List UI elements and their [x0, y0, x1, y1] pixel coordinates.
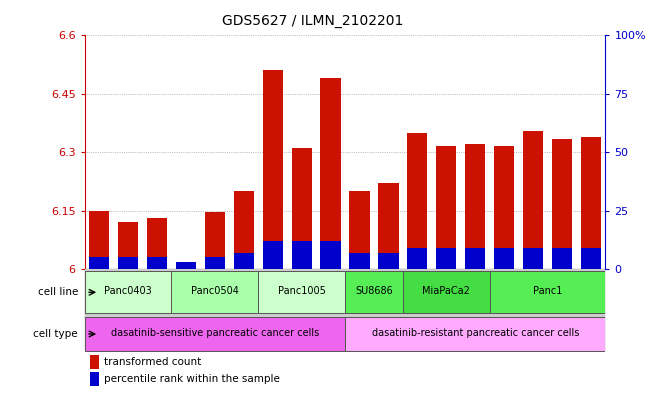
Bar: [234, 253, 254, 269]
Bar: [350, 253, 370, 269]
Bar: [577, 269, 605, 351]
Bar: [494, 146, 514, 269]
Bar: [90, 355, 99, 369]
Bar: [171, 271, 258, 313]
Text: SU8686: SU8686: [355, 286, 393, 296]
Bar: [229, 269, 258, 351]
Bar: [204, 257, 225, 269]
Text: dasatinib-resistant pancreatic cancer cells: dasatinib-resistant pancreatic cancer ce…: [372, 328, 579, 338]
Bar: [320, 78, 340, 269]
Text: MiaPaCa2: MiaPaCa2: [422, 286, 470, 296]
Bar: [403, 271, 490, 313]
Bar: [204, 213, 225, 269]
Bar: [490, 271, 605, 313]
Bar: [461, 269, 490, 351]
Bar: [490, 269, 519, 351]
Bar: [432, 269, 461, 351]
Bar: [113, 269, 143, 351]
Bar: [494, 248, 514, 269]
Bar: [258, 271, 345, 313]
Text: Panc0504: Panc0504: [191, 286, 239, 296]
Bar: [118, 257, 138, 269]
Bar: [436, 248, 456, 269]
Bar: [408, 248, 428, 269]
Bar: [581, 248, 601, 269]
Bar: [262, 70, 283, 269]
Bar: [378, 183, 398, 269]
Bar: [201, 269, 229, 351]
Bar: [581, 137, 601, 269]
Bar: [552, 248, 572, 269]
Text: Panc1005: Panc1005: [278, 286, 326, 296]
Text: transformed count: transformed count: [104, 357, 202, 367]
Bar: [262, 241, 283, 269]
Bar: [85, 269, 113, 351]
Text: Panc1: Panc1: [533, 286, 562, 296]
Text: percentile rank within the sample: percentile rank within the sample: [104, 374, 281, 384]
Bar: [258, 269, 287, 351]
Bar: [465, 248, 486, 269]
Bar: [465, 144, 486, 269]
Text: GDS5627 / ILMN_2102201: GDS5627 / ILMN_2102201: [222, 14, 403, 28]
Bar: [436, 146, 456, 269]
Text: cell line: cell line: [38, 287, 78, 297]
Bar: [147, 257, 167, 269]
Bar: [552, 138, 572, 269]
Bar: [234, 191, 254, 269]
Bar: [292, 148, 312, 269]
Bar: [519, 269, 547, 351]
Bar: [143, 269, 171, 351]
Bar: [374, 269, 403, 351]
Bar: [523, 131, 543, 269]
Bar: [85, 271, 171, 313]
Bar: [85, 318, 345, 351]
Bar: [320, 241, 340, 269]
Bar: [345, 318, 605, 351]
Text: dasatinib-sensitive pancreatic cancer cells: dasatinib-sensitive pancreatic cancer ce…: [111, 328, 319, 338]
Bar: [89, 211, 109, 269]
Bar: [523, 248, 543, 269]
Bar: [316, 269, 345, 351]
Bar: [89, 257, 109, 269]
Text: cell type: cell type: [33, 329, 78, 339]
Bar: [287, 269, 316, 351]
Bar: [378, 253, 398, 269]
Bar: [350, 191, 370, 269]
Bar: [118, 222, 138, 269]
Bar: [547, 269, 577, 351]
Text: Panc0403: Panc0403: [104, 286, 152, 296]
Bar: [176, 262, 196, 269]
Bar: [408, 133, 428, 269]
Bar: [171, 269, 201, 351]
Bar: [292, 241, 312, 269]
Bar: [147, 219, 167, 269]
Bar: [345, 269, 374, 351]
Bar: [345, 271, 403, 313]
Bar: [90, 372, 99, 386]
Bar: [403, 269, 432, 351]
